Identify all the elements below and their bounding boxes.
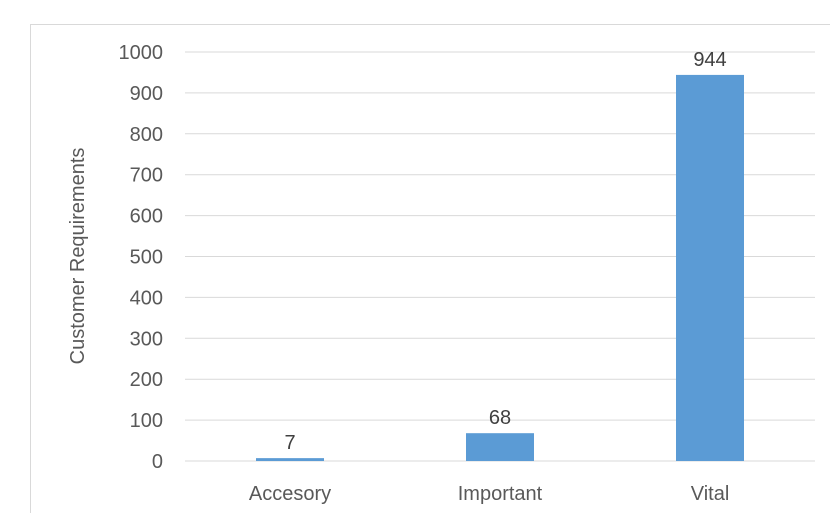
- y-tick-label: 900: [130, 83, 163, 105]
- y-axis-tick-labels: 0 100 200 300 400 500 600 700 800 900 1000: [119, 42, 164, 473]
- bar-important: [466, 433, 534, 461]
- chart-frame: [30, 24, 830, 513]
- bar-accesory: [256, 458, 324, 461]
- y-tick-label: 0: [152, 451, 163, 473]
- bars: [256, 74, 744, 462]
- category-label-important: Important: [458, 483, 543, 505]
- y-tick-label: 1000: [119, 42, 164, 64]
- y-tick-label: 100: [130, 410, 163, 432]
- y-tick-label: 500: [130, 247, 163, 269]
- data-label-important: 68: [489, 407, 511, 429]
- bar-vital: [676, 74, 744, 462]
- y-tick-label: 200: [130, 369, 163, 391]
- data-label-vital: 944: [693, 49, 726, 71]
- data-label-accesory: 7: [284, 432, 295, 454]
- y-tick-label: 800: [130, 124, 163, 146]
- y-tick-label: 600: [130, 206, 163, 228]
- y-axis-title: Customer Requirements: [67, 148, 89, 365]
- y-tick-label: 400: [130, 287, 163, 309]
- x-axis-category-labels: Accesory Important Vital: [249, 483, 729, 505]
- y-tick-label: 700: [130, 165, 163, 187]
- category-label-accesory: Accesory: [249, 483, 331, 505]
- data-labels: 7 68 944: [284, 49, 726, 454]
- y-tick-label: 300: [130, 328, 163, 350]
- category-label-vital: Vital: [691, 483, 730, 505]
